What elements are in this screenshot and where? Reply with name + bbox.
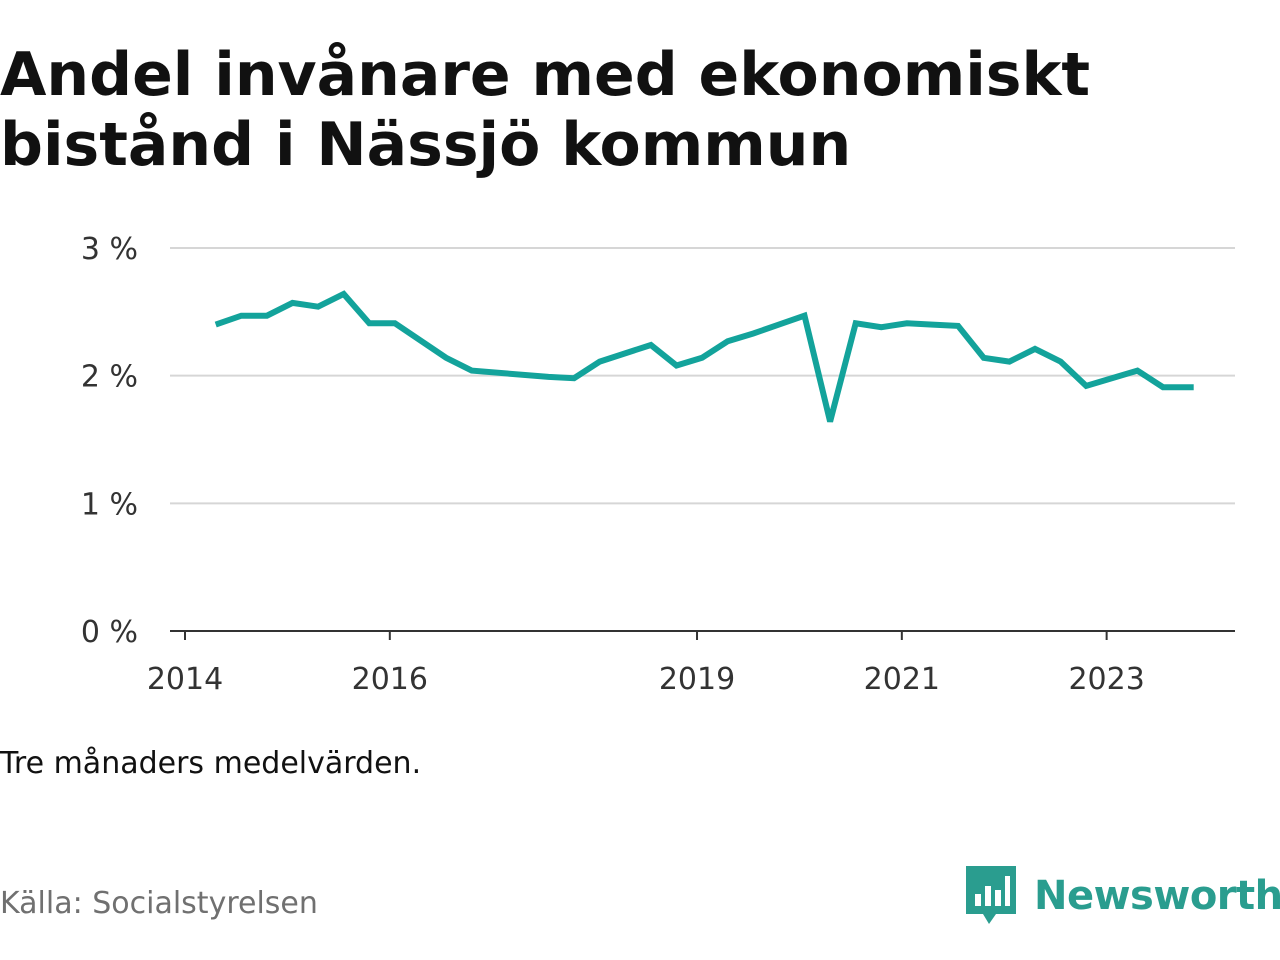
y-tick-label: 1 % — [81, 487, 138, 522]
x-tick-label: 2014 — [147, 662, 223, 697]
line-chart: 0 % 1 % 2 % 3 % 2014 2016 2019 2021 2023 — [81, 232, 1235, 697]
chart-note: Tre månaders medelvärden. — [0, 746, 422, 781]
newsworthy-icon — [966, 866, 1016, 924]
x-tick-label: 2021 — [864, 662, 940, 697]
y-tick-label: 3 % — [81, 232, 138, 267]
x-tick-label: 2023 — [1068, 662, 1144, 697]
data-series — [214, 290, 1194, 423]
series-line-0 — [214, 290, 1194, 423]
x-axis: 2014 2016 2019 2021 2023 — [147, 630, 1235, 697]
y-axis-tick-labels: 0 % 1 % 2 % 3 % — [81, 232, 138, 650]
grid-lines — [170, 247, 1235, 505]
x-tick-label: 2019 — [659, 662, 735, 697]
chart-title: Andel invånare med ekonomiskt bistånd i … — [0, 40, 1091, 180]
source-label: Källa: Socialstyrelsen — [0, 886, 318, 921]
y-tick-label: 2 % — [81, 360, 138, 395]
x-tick-label: 2016 — [352, 662, 428, 697]
newsworthy-logo: Newsworthy — [966, 866, 1280, 926]
brand-name: Newsworthy — [1034, 873, 1280, 919]
y-tick-label: 0 % — [81, 615, 138, 650]
